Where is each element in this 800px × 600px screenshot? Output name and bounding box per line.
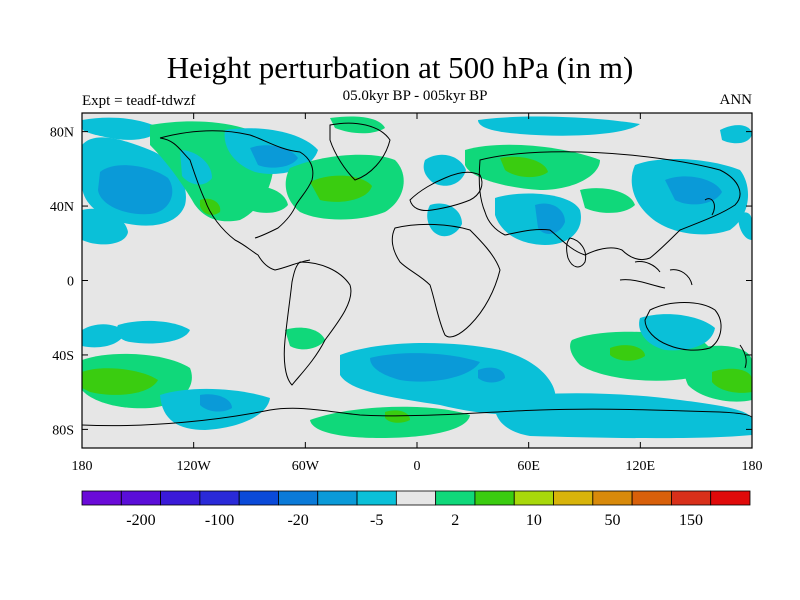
colorbar-swatch [710, 490, 751, 506]
region-s-pacific-low-west [82, 324, 125, 348]
lon-tick-label: 120W [177, 459, 212, 474]
colorbar-label: 50 [604, 512, 620, 529]
colorbar-swatch [395, 490, 437, 506]
region-n-pacific-core [98, 165, 173, 215]
lat-tick-label: 80S [52, 423, 74, 438]
colorbar-label: 150 [679, 512, 703, 529]
lon-tick-label: 60W [292, 459, 320, 474]
region-nw-atlantic-high [200, 198, 221, 215]
region-europe-low [423, 154, 466, 186]
region-atlantic-core [310, 175, 372, 202]
region-argentina-high [285, 327, 325, 350]
colorbar-swatch [317, 490, 358, 506]
colorbar-swatch [81, 490, 122, 506]
lat-tick-label: 40S [52, 349, 74, 364]
colorbar-swatch [553, 490, 594, 506]
region-s-chile-core [200, 394, 232, 412]
colorbar-swatch [356, 490, 397, 506]
region-s-pacific-low [116, 320, 190, 344]
region-labrador-high [240, 185, 288, 213]
colorbar: -200 -100 -20 -5 2 10 50 150 [81, 490, 751, 529]
region-mediterranean-low [427, 203, 462, 237]
lon-tick-label: 120E [626, 459, 656, 474]
region-far-east-low [738, 212, 752, 240]
colorbar-label: 10 [526, 512, 542, 529]
region-antarctic-high [310, 406, 470, 438]
region-s-atlantic-inner [478, 367, 505, 383]
lon-axis: 180 120W 60W 0 60E 120E 180 [72, 113, 763, 474]
region-west-pacific-low [82, 208, 128, 245]
colorbar-swatch [513, 490, 554, 506]
lat-tick-label: 0 [67, 275, 74, 290]
plot-title: Height perturbation at 500 hPa (in m) [166, 50, 634, 85]
coastlines [82, 122, 752, 427]
region-barents-high [330, 116, 385, 134]
colorbar-label: -20 [287, 512, 308, 529]
season-label: ANN [719, 92, 753, 108]
lon-tick-label: 60E [517, 459, 540, 474]
colorbar-swatch [435, 490, 476, 506]
plot-subtitle: 05.0kyr BP - 005kyr BP [342, 88, 488, 104]
colorbar-swatch [160, 490, 201, 506]
colorbar-label: -100 [205, 512, 234, 529]
region-antarctic-core [385, 410, 410, 423]
region-southern-ocean-low [494, 393, 752, 439]
region-hudson-core [250, 145, 298, 168]
region-central-asia-core [535, 203, 565, 234]
region-arctic-low [478, 116, 640, 136]
lon-tick-label: 180 [742, 459, 763, 474]
colorbar-swatch [474, 490, 515, 506]
region-bering-low [720, 125, 752, 144]
colorbar-label: -200 [126, 512, 155, 529]
region-indian-core [610, 345, 645, 361]
colorbar-label: -5 [370, 512, 383, 529]
region-australia-low [639, 314, 715, 351]
region-alaska-low [82, 117, 160, 140]
colorbar-swatch [671, 490, 712, 506]
colorbar-swatch [631, 490, 672, 506]
lon-tick-label: 180 [72, 459, 93, 474]
region-siberia-core [500, 156, 548, 178]
experiment-label: Expt = teadf-tdwzf [82, 93, 196, 109]
region-mongolia-high [580, 188, 635, 213]
region-nw-pacific-core [665, 176, 722, 205]
colorbar-swatch [278, 490, 319, 506]
lat-tick-label: 40N [50, 200, 74, 215]
lon-tick-label: 0 [414, 459, 421, 474]
region-s-atlantic-core [370, 353, 480, 382]
colorbar-label: 2 [451, 512, 459, 529]
colorbar-swatch [120, 490, 161, 506]
lat-tick-label: 80N [50, 126, 74, 141]
colorbar-swatch [592, 490, 633, 506]
colorbar-swatch [238, 490, 279, 506]
lat-axis: 80N 40N 0 40S 80S [50, 126, 752, 438]
region-s-pacific-core [82, 368, 158, 395]
colorbar-swatch [199, 490, 240, 506]
region-tasman-core [712, 368, 752, 393]
